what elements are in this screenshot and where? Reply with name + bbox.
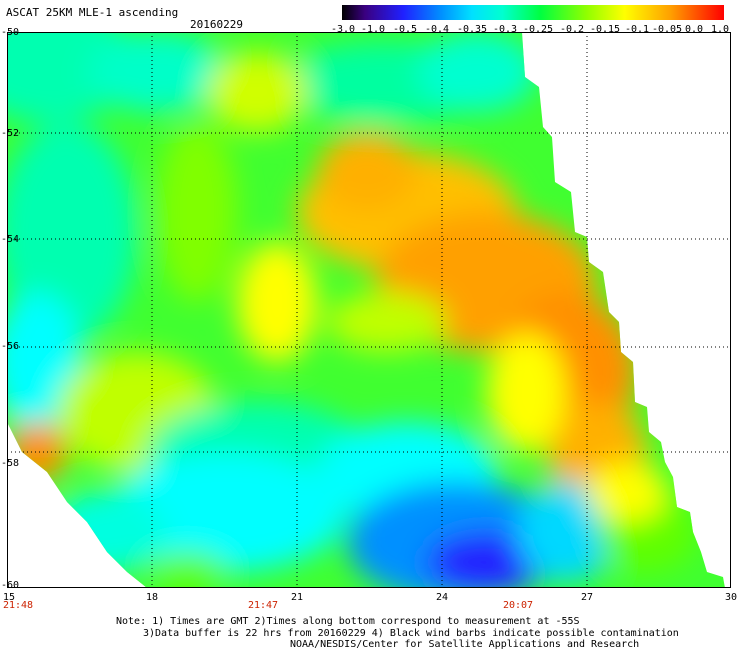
- y-tick-label: -52: [1, 128, 20, 139]
- x-tick-label: 24: [435, 592, 449, 603]
- colorbar: [342, 5, 724, 20]
- map-date: 20160229: [190, 18, 243, 31]
- swath-map: [7, 32, 731, 588]
- colorbar-label: -0.5: [392, 24, 418, 35]
- colorbar-label: -0.2: [559, 24, 585, 35]
- x-tick-label: 27: [580, 592, 594, 603]
- y-tick-label: -56: [1, 341, 20, 352]
- time-label: 21:48: [2, 600, 34, 611]
- y-tick-label: -54: [1, 234, 20, 245]
- colorbar-label: -0.15: [589, 24, 621, 35]
- footnote-line: 3)Data buffer is 22 hrs from 20160229 4)…: [143, 628, 679, 639]
- colorbar-label: -0.05: [651, 24, 683, 35]
- colorbar-label: 0.0: [684, 24, 704, 35]
- colorbar-label: -0.4: [424, 24, 450, 35]
- grid-lines: [7, 32, 731, 588]
- colorbar-label: 1.0: [710, 24, 730, 35]
- y-tick-label: -60: [1, 580, 20, 591]
- x-tick-label: 21: [290, 592, 304, 603]
- x-tick-label: 18: [145, 592, 159, 603]
- footnote-line: NOAA/NESDIS/Center for Satellite Applica…: [290, 639, 640, 650]
- time-label: 21:47: [247, 600, 279, 611]
- map-title: ASCAT 25KM MLE-1 ascending: [6, 6, 179, 19]
- y-tick-label: -50: [1, 27, 20, 38]
- colorbar-label: -0.25: [522, 24, 554, 35]
- colorbar-label: -1.0: [360, 24, 386, 35]
- colorbar-label: -0.1: [624, 24, 650, 35]
- footnote-line: Note: 1) Times are GMT 2)Times along bot…: [116, 616, 580, 627]
- x-tick-label: 15: [2, 592, 16, 603]
- colorbar-label: -0.3: [492, 24, 518, 35]
- y-tick-label: -58: [1, 458, 20, 469]
- x-tick-label: 30: [724, 592, 738, 603]
- colorbar-label: -3.0: [330, 24, 356, 35]
- time-label: 20:07: [502, 600, 534, 611]
- colorbar-label: -0.35: [456, 24, 488, 35]
